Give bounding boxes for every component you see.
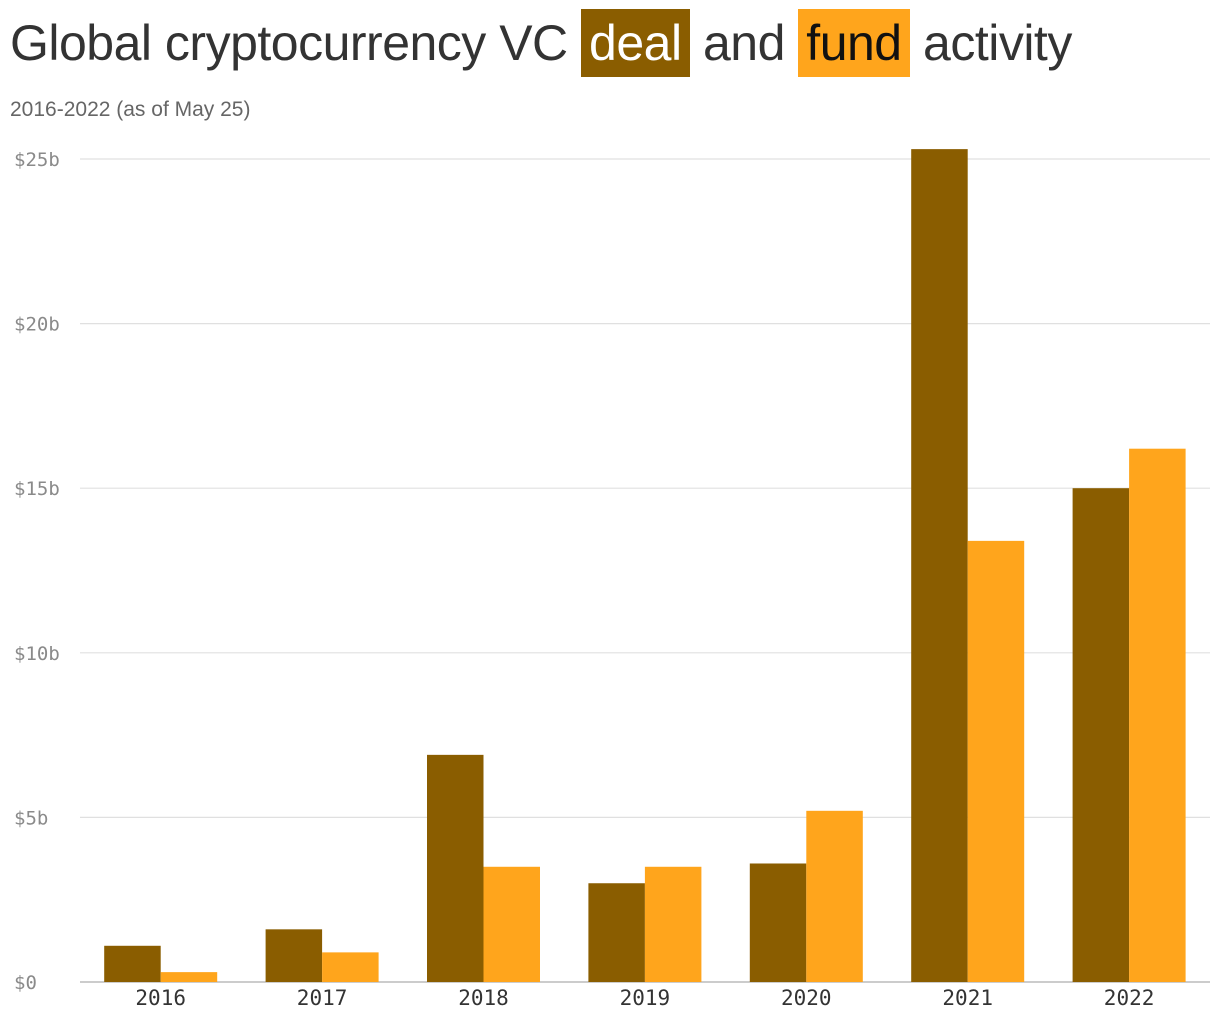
bar-fund-2021 xyxy=(967,540,1025,982)
bar-deal-2016 xyxy=(104,945,161,982)
bar-fund-2022 xyxy=(1129,448,1186,982)
y-tick-label: $0 xyxy=(14,972,37,994)
bar-fund-2016 xyxy=(160,972,218,982)
y-axis-ticks: $0 $5b $10b $15b $20b $25b xyxy=(14,149,60,994)
x-tick-label: 2020 xyxy=(781,986,832,1010)
bar-deal-2021 xyxy=(911,149,968,982)
x-tick-label: 2016 xyxy=(135,986,186,1010)
title-middle: and xyxy=(689,15,799,71)
y-tick-label: $10b xyxy=(14,643,60,665)
x-tick-label: 2018 xyxy=(458,986,509,1010)
x-tick-label: 2019 xyxy=(620,986,671,1010)
y-tick-label: $15b xyxy=(14,478,60,500)
title-suffix: activity xyxy=(909,15,1072,71)
title-deal-highlight: deal xyxy=(581,9,690,77)
y-tick-label: $25b xyxy=(14,149,60,171)
bar-fund-2020 xyxy=(806,810,863,982)
bar-deal-2020 xyxy=(749,863,807,982)
x-tick-label: 2021 xyxy=(942,986,993,1010)
title-fund-highlight: fund xyxy=(798,9,910,77)
chart-title: Global cryptocurrency VC deal and fund a… xyxy=(10,8,1072,78)
bar-deal-2018 xyxy=(427,754,484,982)
bar-deal-2019 xyxy=(588,883,645,982)
gridlines xyxy=(80,158,1210,983)
x-tick-label: 2017 xyxy=(297,986,348,1010)
bar-deal-2017 xyxy=(265,929,323,982)
y-tick-label: $20b xyxy=(14,314,60,336)
x-axis-ticks: 2016 2017 2018 2019 2020 2021 2022 xyxy=(135,986,1154,1010)
y-tick-label: $5b xyxy=(14,807,48,829)
title-prefix: Global cryptocurrency VC xyxy=(10,15,582,71)
bars xyxy=(104,149,1186,982)
chart-subtitle: 2016-2022 (as of May 25) xyxy=(10,98,251,121)
bar-fund-2017 xyxy=(322,952,379,982)
bar-fund-2018 xyxy=(483,866,540,982)
x-tick-label: 2022 xyxy=(1104,986,1155,1010)
bar-fund-2019 xyxy=(644,866,702,982)
bar-deal-2022 xyxy=(1072,488,1130,982)
